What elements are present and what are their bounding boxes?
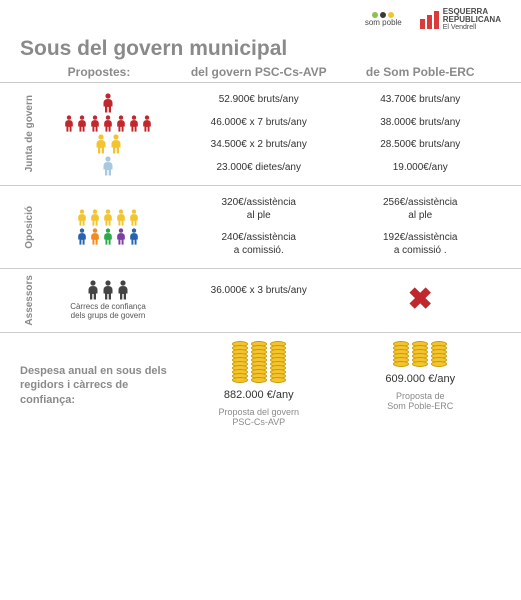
val-psc: 34.500€ x 2 bruts/any	[178, 134, 340, 157]
val-psc: 23.000€ dietes/any	[178, 157, 340, 180]
val-erc: 19.000€/any	[340, 157, 502, 180]
cross-icon: ✖	[408, 283, 433, 316]
coin-icon	[393, 361, 409, 367]
people-row	[76, 228, 140, 245]
logo-som-poble: som poble	[365, 12, 402, 27]
people-row	[76, 209, 140, 226]
val-erc: 28.500€ bruts/any	[340, 134, 502, 157]
coin-column	[412, 343, 428, 367]
logo-erc: ESQUERRA REPUBLICANA El Vendrell	[420, 8, 501, 31]
coin-icon	[431, 361, 447, 367]
erc-bars	[420, 11, 439, 29]
assessors-caption: Càrrecs de confiançadels grups de govern	[70, 302, 146, 320]
values-oposicio: 320€/assistènciaal ple256€/assistènciaal…	[178, 192, 501, 262]
people-row	[94, 134, 123, 154]
erc-text: ESQUERRA REPUBLICANA El Vendrell	[443, 8, 501, 31]
coin-column	[251, 343, 267, 383]
person-icon	[101, 156, 115, 176]
page-title: Sous del govern municipal	[0, 35, 521, 65]
person-icon	[109, 134, 123, 154]
pictos-assessors: Càrrecs de confiançadels grups de govern	[38, 275, 178, 326]
section-assessors: Assessors Càrrecs de confiançadels grups…	[0, 269, 521, 333]
val-erc: 38.000€ bruts/any	[340, 112, 502, 135]
totals-erc: 609.000 €/any Proposta deSom Poble-ERC	[340, 343, 502, 429]
coin-icon	[232, 377, 248, 383]
erc-caption: Proposta deSom Poble-ERC	[387, 391, 453, 413]
erc-amount: 609.000 €/any	[385, 373, 455, 385]
coin-column	[232, 343, 248, 383]
val-erc: 256€/assistènciaal ple	[340, 192, 502, 227]
val-psc: 320€/assistènciaal ple	[178, 192, 340, 227]
assessors-psc: 36.000€ x 3 bruts/any	[178, 280, 340, 320]
person-icon	[128, 115, 140, 132]
coins-psc	[232, 343, 286, 383]
header-logos: som poble ESQUERRA REPUBLICANA El Vendre…	[0, 0, 521, 35]
assessors-erc-cross: ✖	[340, 280, 502, 320]
person-icon	[102, 209, 114, 226]
coin-column	[270, 343, 286, 383]
val-erc: 43.700€ bruts/any	[340, 89, 502, 112]
section-junta: Junta de govern 52.900€ bruts/any43.700€…	[0, 83, 521, 186]
person-icon	[102, 115, 114, 132]
coin-icon	[270, 377, 286, 383]
coin-icon	[251, 377, 267, 383]
people-row	[63, 115, 153, 132]
person-icon	[115, 209, 127, 226]
pictos-oposicio	[38, 192, 178, 262]
person-icon	[101, 280, 115, 300]
person-icon	[94, 134, 108, 154]
label-assessors: Assessors	[20, 275, 38, 326]
header-erc: de Som Poble-ERC	[340, 65, 502, 79]
person-icon	[102, 228, 114, 245]
person-icon	[76, 115, 88, 132]
comparison-table: Propostes: del govern PSC-Cs-AVP de Som …	[0, 65, 521, 434]
val-erc: 192€/assistènciaa comissió .	[340, 227, 502, 262]
pictos-junta	[38, 89, 178, 179]
person-icon	[116, 280, 130, 300]
coin-column	[393, 343, 409, 367]
person-icon	[89, 228, 101, 245]
person-icon	[86, 280, 100, 300]
people-row	[101, 93, 115, 113]
values-assessors: 36.000€ x 3 bruts/any ✖	[178, 275, 501, 326]
people-row	[101, 156, 115, 176]
psc-caption: Proposta del governPSC-Cs-AVP	[218, 407, 299, 429]
person-icon	[141, 115, 153, 132]
header-psc: del govern PSC-Cs-AVP	[178, 65, 340, 79]
person-icon	[115, 115, 127, 132]
person-icon	[101, 93, 115, 113]
header-propostes: Propostes:	[20, 65, 178, 79]
table-header: Propostes: del govern PSC-Cs-AVP de Som …	[0, 65, 521, 83]
values-junta: 52.900€ bruts/any43.700€ bruts/any46.000…	[178, 89, 501, 179]
coin-icon	[412, 361, 428, 367]
totals-label: Despesa anual en sous dels regidors i cà…	[20, 343, 178, 429]
person-icon	[115, 228, 127, 245]
section-oposicio: Oposició 320€/assistènciaal ple256€/assi…	[0, 186, 521, 269]
val-psc: 240€/assistènciaa comissió.	[178, 227, 340, 262]
totals-psc: 882.000 €/any Proposta del governPSC-Cs-…	[178, 343, 340, 429]
coin-column	[431, 343, 447, 367]
label-oposicio: Oposició	[20, 192, 38, 262]
person-icon	[128, 228, 140, 245]
psc-amount: 882.000 €/any	[224, 389, 294, 401]
person-icon	[89, 115, 101, 132]
person-icon	[128, 209, 140, 226]
people-row	[86, 280, 130, 300]
val-psc: 52.900€ bruts/any	[178, 89, 340, 112]
label-junta: Junta de govern	[20, 89, 38, 179]
coins-erc	[393, 343, 447, 367]
som-poble-label: som poble	[365, 19, 402, 27]
person-icon	[89, 209, 101, 226]
person-icon	[63, 115, 75, 132]
person-icon	[76, 228, 88, 245]
val-psc: 46.000€ x 7 bruts/any	[178, 112, 340, 135]
person-icon	[76, 209, 88, 226]
section-totals: Despesa anual en sous dels regidors i cà…	[0, 333, 521, 435]
